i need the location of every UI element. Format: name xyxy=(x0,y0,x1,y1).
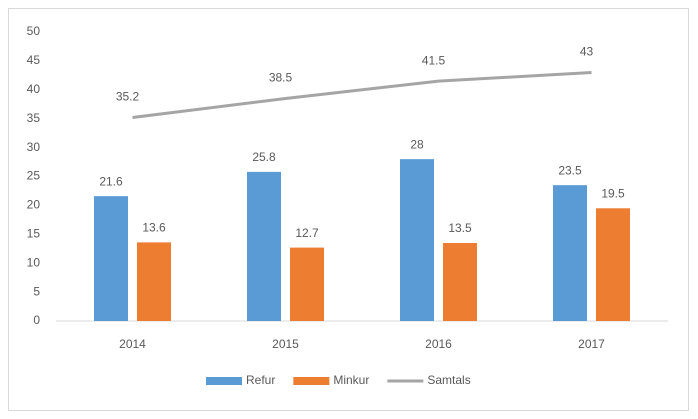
bar xyxy=(137,242,171,321)
legend-swatch xyxy=(293,377,330,385)
y-tick-label: 35 xyxy=(27,111,41,125)
y-tick-label: 30 xyxy=(27,140,41,154)
y-tick-label: 45 xyxy=(27,53,41,67)
data-label: 28 xyxy=(410,137,424,151)
bar xyxy=(443,242,477,321)
y-tick-label: 5 xyxy=(33,284,40,298)
y-tick-label: 10 xyxy=(27,255,41,269)
data-label: 13.6 xyxy=(142,221,166,235)
y-tick-label: 25 xyxy=(27,169,41,183)
data-label: 38.5 xyxy=(269,71,293,85)
x-tick-label: 2014 xyxy=(119,337,146,351)
data-label: 35.2 xyxy=(116,90,140,104)
data-label: 13.5 xyxy=(448,221,472,235)
data-label: 41.5 xyxy=(422,53,446,67)
data-label: 19.5 xyxy=(601,186,625,200)
x-tick-label: 2017 xyxy=(578,337,605,351)
y-tick-label: 20 xyxy=(27,198,41,212)
x-tick-label: 2016 xyxy=(425,337,452,351)
data-label: 21.6 xyxy=(99,174,123,188)
bar xyxy=(290,247,324,321)
y-tick-label: 15 xyxy=(27,226,41,240)
bar xyxy=(553,185,587,321)
legend-label: Minkur xyxy=(333,373,369,387)
bar xyxy=(400,159,434,321)
y-tick-label: 40 xyxy=(27,82,41,96)
legend-label: Samtals xyxy=(427,373,470,387)
y-tick-label: 50 xyxy=(27,24,41,38)
data-label: 25.8 xyxy=(252,150,276,164)
legend-swatch xyxy=(206,377,242,385)
data-label: 23.5 xyxy=(558,163,582,177)
bar xyxy=(247,171,281,321)
bar xyxy=(596,208,630,321)
legend-label: Refur xyxy=(246,373,275,387)
data-label: 12.7 xyxy=(295,226,319,240)
y-tick-label: 0 xyxy=(33,313,40,327)
bar xyxy=(94,196,128,321)
x-tick-label: 2015 xyxy=(272,337,299,351)
data-label: 43 xyxy=(580,45,594,59)
line xyxy=(132,70,592,120)
